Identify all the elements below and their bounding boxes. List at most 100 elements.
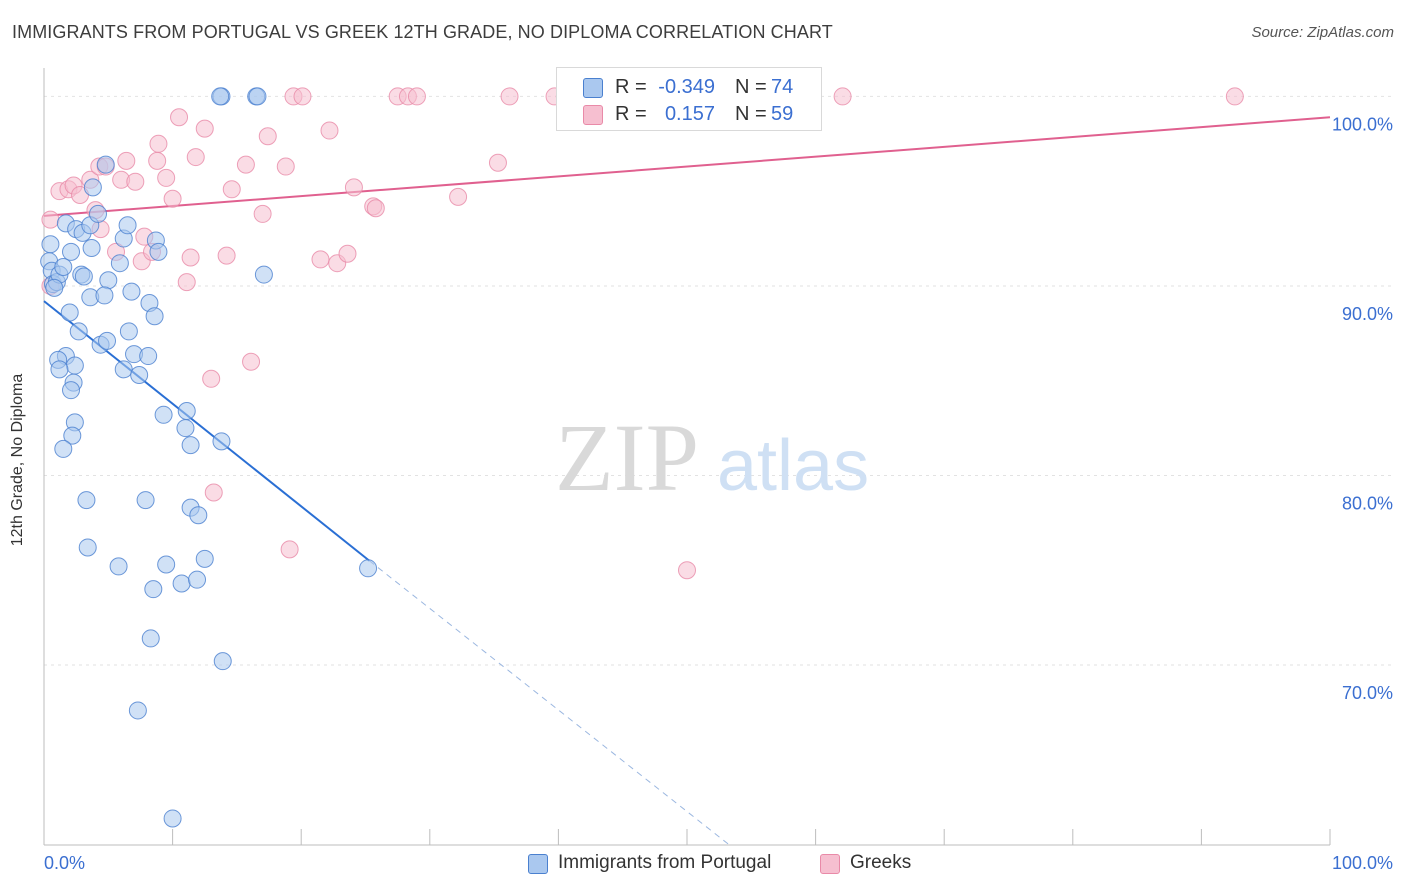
point-greeks [833,87,852,106]
point-greeks [500,87,519,106]
stats-legend: R = -0.349 N = 74 R = 0.157 N = 59 [556,67,822,131]
point-portugal [122,282,141,301]
point-portugal [60,303,79,322]
point-greeks [202,369,221,388]
chart-title: IMMIGRANTS FROM PORTUGAL VS GREEK 12TH G… [12,22,833,42]
point-portugal [248,87,267,106]
grid-layer [44,95,1395,666]
legend-n-label: N = [735,76,767,98]
point-greeks [242,352,261,371]
point-portugal [119,322,138,341]
point-portugal [136,491,155,510]
point-greeks [407,87,426,106]
point-greeks [293,87,312,106]
point-portugal [188,570,207,589]
point-portugal [195,549,214,568]
point-greeks [177,273,196,292]
trendline-portugal [43,300,370,562]
point-portugal [69,322,88,341]
point-greeks [253,204,272,223]
point-greeks [311,250,330,269]
y-tick-label: 80.0% [1342,493,1393,513]
point-greeks [222,180,241,199]
point-greeks [157,168,176,187]
point-portugal [110,254,129,273]
point-greeks [217,246,236,265]
point-portugal [74,267,93,286]
point-greeks [488,153,507,172]
point-greeks [338,244,357,263]
point-greeks [236,155,255,174]
point-portugal [211,87,230,106]
point-portugal [98,331,117,350]
point-portugal [172,574,191,593]
point-portugal [149,242,168,261]
point-portugal [114,360,133,379]
point-portugal [96,155,115,174]
point-portugal [89,204,108,223]
point-portugal [109,557,128,576]
point-portugal [41,235,60,254]
point-portugal [54,439,73,458]
point-portugal [130,366,149,385]
y-tick-label: 100.0% [1332,114,1393,134]
point-portugal [141,629,160,648]
legend-row-portugal: R = -0.349 N = 74 [557,74,821,100]
bottom-legend-label-portugal: Immigrants from Portugal [558,852,772,873]
watermark-zip: ZIP [555,404,699,511]
point-portugal [50,360,69,379]
point-portugal [63,426,82,445]
point-portugal [82,239,101,258]
point-greeks [195,119,214,138]
point-greeks [276,157,295,176]
point-portugal [144,580,163,599]
legend-n-value: 74 [771,76,794,98]
trendline-portugal-extension [369,560,730,846]
bottom-legend-label-greeks: Greeks [850,852,912,873]
point-greeks [181,248,200,267]
point-portugal [254,265,273,284]
point-portugal [154,405,173,424]
legend-r-label: R = [615,76,647,98]
axes-layer [43,68,1331,846]
legend-swatch-greeks [583,105,603,125]
point-portugal [181,436,200,455]
point-greeks [320,121,339,140]
y-axis-label: 12th Grade, No Diploma [9,373,26,547]
point-portugal [95,286,114,305]
point-greeks [148,151,167,170]
point-portugal [359,559,378,578]
source-label: Source: ZipAtlas.com [1251,24,1394,41]
point-greeks [186,148,205,167]
point-portugal [189,506,208,525]
legend-r-value: -0.349 [658,76,715,98]
point-portugal [118,216,137,235]
point-greeks [117,151,136,170]
point-greeks [163,189,182,208]
watermark-atlas: atlas [717,426,869,506]
point-portugal [157,555,176,574]
point-portugal [177,402,196,421]
point-greeks [126,172,145,191]
legend-n-value: 59 [771,103,794,125]
point-greeks [41,210,60,229]
point-greeks [204,483,223,502]
point-greeks [170,108,189,127]
bottom-legend-swatch-greeks [820,854,840,874]
point-greeks [280,540,299,559]
point-portugal [45,278,64,297]
point-greeks [678,561,696,580]
x-tick-label-min: 0.0% [44,853,85,873]
point-portugal [77,491,96,510]
tick-labels-layer: 70.0% 80.0% 90.0% 100.0% 0.0% 100.0% [44,114,1393,873]
point-portugal [163,809,182,828]
point-portugal [99,271,118,290]
y-tick-label: 90.0% [1342,304,1393,324]
point-portugal [54,257,73,276]
point-portugal [145,307,164,326]
point-greeks [366,199,385,218]
point-portugal [213,652,232,671]
point-portugal [65,356,84,375]
point-portugal [212,432,231,451]
